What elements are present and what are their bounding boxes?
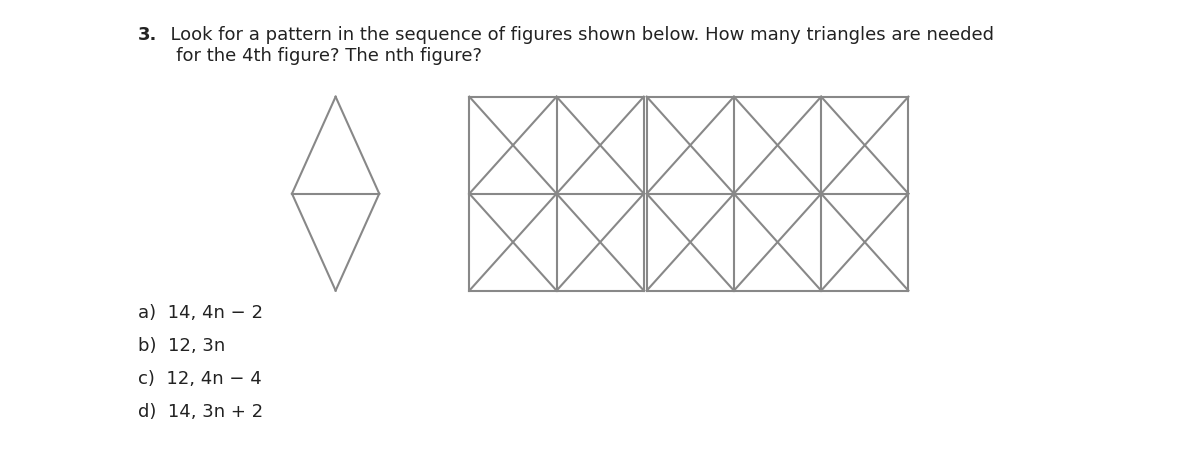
Text: 3.: 3.: [138, 26, 157, 44]
Text: Look for a pattern in the sequence of figures shown below. How many triangles ar: Look for a pattern in the sequence of fi…: [158, 26, 994, 65]
Text: c)  12, 4n − 4: c) 12, 4n − 4: [138, 370, 262, 388]
Text: b)  12, 3n: b) 12, 3n: [138, 337, 226, 355]
Text: a)  14, 4n − 2: a) 14, 4n − 2: [138, 304, 263, 322]
Text: d)  14, 3n + 2: d) 14, 3n + 2: [138, 403, 263, 421]
